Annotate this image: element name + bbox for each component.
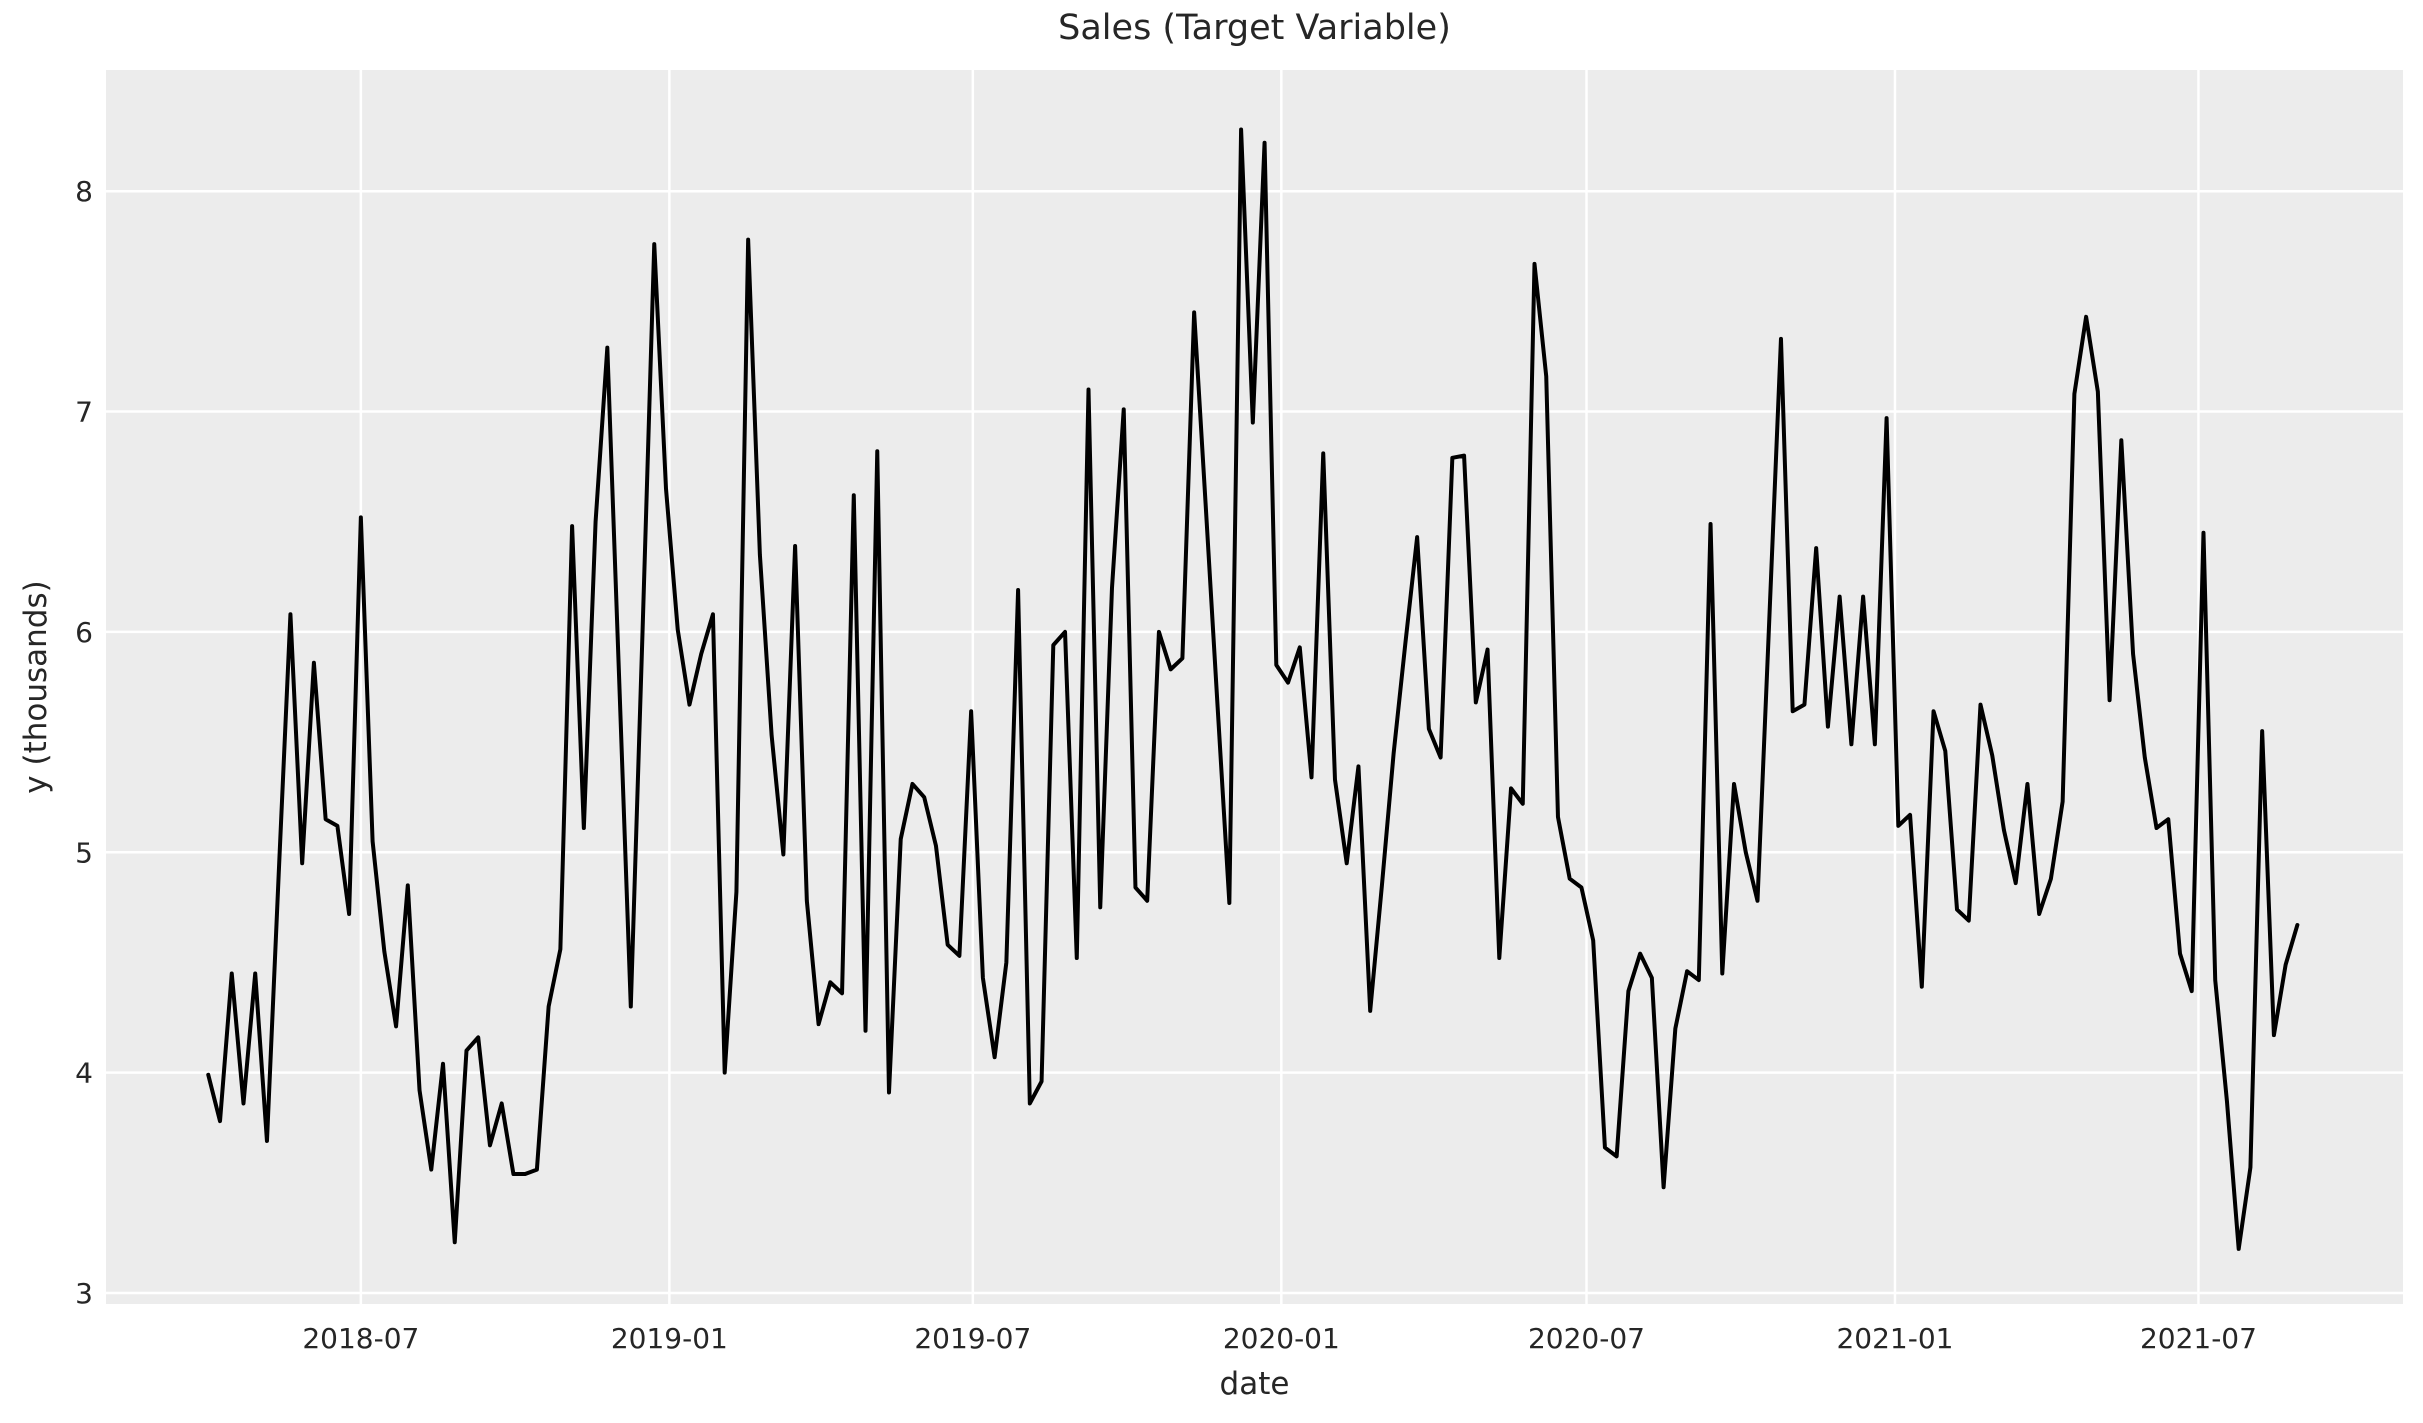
y-tick-label: 4 (75, 1057, 93, 1090)
x-axis-label: date (1219, 1366, 1290, 1402)
sales-line-series (206, 127, 2300, 1251)
x-tick-label: 2020-07 (1528, 1322, 1645, 1355)
y-tick-label: 8 (75, 175, 93, 208)
x-tick-label: 2021-07 (2140, 1322, 2257, 1355)
x-tick-label: 2021-01 (1836, 1322, 1953, 1355)
x-tick-label: 2019-07 (914, 1322, 1031, 1355)
y-tick-label: 7 (75, 396, 93, 429)
chart-title: Sales (Target Variable) (1058, 8, 1451, 48)
x-tick-label: 2018-07 (302, 1322, 419, 1355)
y-tick-label: 5 (75, 836, 93, 869)
y-axis-label: y (thousands) (18, 580, 54, 794)
plot-background (106, 70, 2403, 1304)
y-tick-label: 6 (75, 616, 93, 649)
x-tick-label: 2019-01 (611, 1322, 728, 1355)
y-tick-label: 3 (75, 1277, 93, 1310)
x-tick-label: 2020-01 (1223, 1322, 1340, 1355)
